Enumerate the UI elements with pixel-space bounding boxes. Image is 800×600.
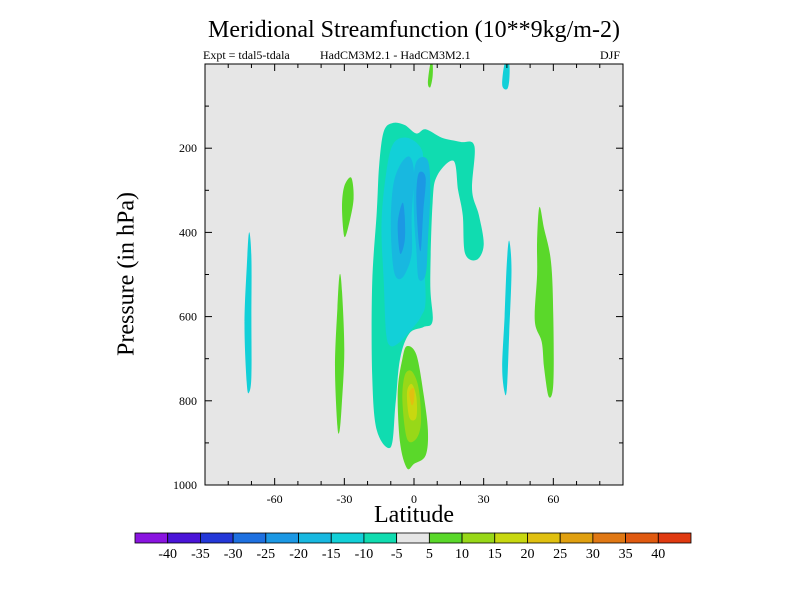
contour-region-12 <box>534 206 554 398</box>
plot-area <box>205 64 623 485</box>
x-tick-label: 30 <box>478 492 490 506</box>
colorbar: -40 -35 -30 -25 -20 -15 -10 -5 5 10 15 20 25 30 35 40 <box>134 532 692 562</box>
colorbar-swatch <box>167 532 201 544</box>
colorbar-swatch <box>625 532 659 544</box>
colorbar-swatch <box>396 532 430 544</box>
axes: -60 -30 0 30 60 200 400 600 800 1000 <box>173 63 624 506</box>
colorbar-label: -25 <box>256 547 275 562</box>
colorbar-label: 35 <box>619 547 633 562</box>
season-label: DJF <box>600 48 621 62</box>
x-tick-label: 60 <box>547 492 559 506</box>
colorbar-label: 40 <box>651 547 665 562</box>
colorbar-label: 10 <box>455 547 469 562</box>
colorbar-swatch <box>592 532 626 544</box>
colorbar-label: 30 <box>586 547 600 562</box>
colorbar-label: 20 <box>520 547 534 562</box>
colorbar-swatch <box>298 532 332 544</box>
colorbar-swatch <box>134 532 169 544</box>
colorbar-label: -30 <box>224 547 243 562</box>
colorbar-label: 25 <box>553 547 567 562</box>
contour-region-9 <box>409 387 415 406</box>
colorbar-label: -15 <box>322 547 341 562</box>
colorbar-label: -40 <box>158 547 177 562</box>
contour-region-14 <box>502 240 512 396</box>
colorbar-swatch <box>200 532 234 544</box>
x-tick-label: 0 <box>411 492 417 506</box>
colorbar-swatch <box>265 532 299 544</box>
y-tick-label: 800 <box>179 394 197 408</box>
y-tick-label: 400 <box>179 225 197 239</box>
colorbar-swatch <box>494 532 528 544</box>
contour-region-5 <box>416 171 426 252</box>
contour-region-11 <box>335 273 345 434</box>
y-tick-label: 600 <box>179 310 197 324</box>
colorbar-label: -20 <box>289 547 308 562</box>
x-tick-label: -60 <box>267 492 283 506</box>
contour-region-10 <box>342 177 354 238</box>
colorbar-swatch <box>363 532 398 544</box>
colorbar-label: -5 <box>391 547 403 562</box>
colorbar-swatch <box>657 532 692 544</box>
contour-regions <box>244 64 554 470</box>
colorbar-label: 15 <box>488 547 502 562</box>
contour-region-4 <box>397 202 406 255</box>
contour-region-15 <box>502 64 510 90</box>
y-tick-label: 200 <box>179 141 197 155</box>
experiment-label: Expt = tdal5-tdala <box>203 48 290 62</box>
colorbar-label: -35 <box>191 547 210 562</box>
colorbar-swatch <box>527 532 561 544</box>
colorbar-swatch <box>461 532 496 544</box>
contour-region-13 <box>427 64 433 88</box>
y-tick-label: 1000 <box>173 478 197 492</box>
colorbar-swatch <box>330 532 365 544</box>
colorbar-swatch <box>232 532 267 544</box>
colorbar-label: -10 <box>355 547 374 562</box>
models-label: HadCM3M2.1 - HadCM3M2.1 <box>320 48 471 62</box>
x-axis-label: Latitude <box>374 502 454 528</box>
chart-title: Meridional Streamfunction (10**9kg/m-2) <box>208 17 620 43</box>
colorbar-label: 5 <box>426 547 433 562</box>
contour-region-16 <box>244 232 252 394</box>
colorbar-swatch <box>559 532 594 544</box>
colorbar-swatch <box>428 532 463 544</box>
x-tick-label: -30 <box>336 492 352 506</box>
